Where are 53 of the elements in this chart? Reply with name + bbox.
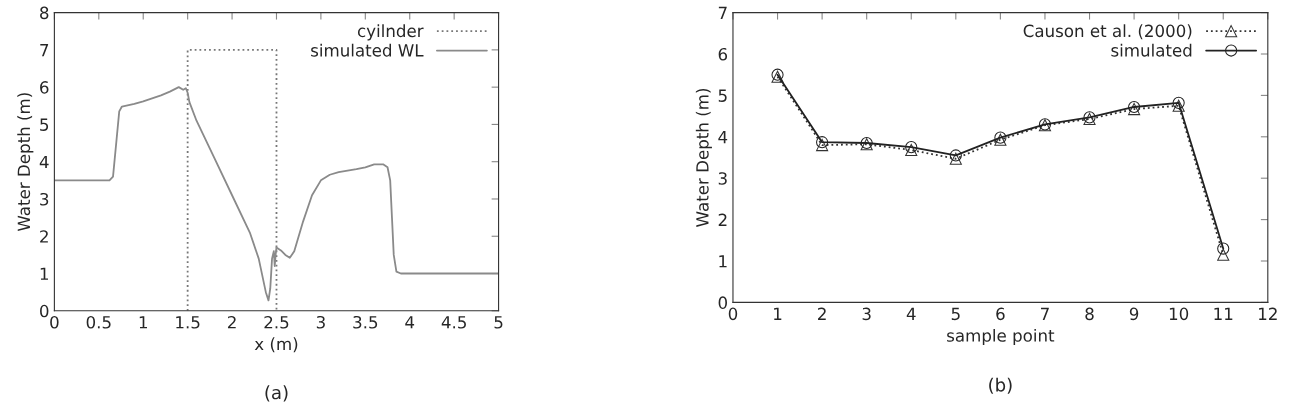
legend-label: simulated [1111,43,1192,57]
x-tick-label: 5 [494,316,503,329]
x-tick-label: 1 [139,316,147,329]
x-tick-label: 12 [1259,307,1277,320]
x-tick-label: 6 [996,307,1005,321]
x-tick-label: 0 [728,307,738,321]
x-tick-label: 11 [1214,307,1233,320]
x-tick-label: 3 [316,315,325,329]
y-tick-label: 6 [718,47,728,61]
x-tick-label: 1 [774,307,782,320]
y-tick-label: 1 [40,267,48,280]
x-axis-title: sample point [947,328,1055,346]
x-tick-label: 0.5 [86,315,111,329]
line-series [54,86,499,302]
legend-label: cyilnder [357,24,424,41]
x-tick-label: 2 [227,315,236,329]
x-tick-label: 5 [951,307,960,321]
y-tick-label: 4 [39,155,49,169]
y-axis-title: Water Depth (m) [17,93,34,232]
x-tick-label: 8 [1085,307,1094,321]
y-tick-label: 7 [718,6,727,19]
x-tick-label: 2 [818,307,826,320]
legend-label: Causon et al. (2000) [1023,24,1192,40]
y-tick-label: 2 [40,230,48,243]
y-tick-label: 8 [40,6,49,20]
x-tick-label: 7 [1041,307,1049,320]
y-tick-label: 1 [719,255,727,268]
x-tick-label: 3.5 [353,315,378,329]
x-tick-label: 9 [1129,307,1139,321]
text: (a) [265,385,288,402]
x-tick-label: 4.5 [441,316,466,329]
x-axis-title: x (m) [254,337,298,353]
y-tick-label: 5 [718,89,727,102]
y-tick-label: 0 [718,296,727,309]
x-tick-label: 4 [906,307,916,320]
x-tick-label: 1.5 [176,316,200,329]
x-tick-label: 4 [405,316,415,329]
x-tick-label: 2.5 [264,315,289,329]
y-tick-label: 6 [40,81,49,94]
point [1217,242,1230,255]
y-tick-label: 4 [718,130,728,144]
y-tick-label: 5 [40,118,49,131]
x-tick-label: 0 [50,315,59,329]
text: (b) [989,377,1012,394]
y-tick-label: 2 [718,213,727,226]
y-tick-label: 3 [718,172,727,185]
y-axis-title: Water Depth (m) [695,89,712,227]
x-tick-label: 10 [1169,307,1189,321]
x-tick-label: 3 [862,307,871,321]
legend-label: simulated WL [311,43,424,57]
y-tick-label: 7 [40,44,49,57]
point [1217,248,1230,261]
y-tick-label: 3 [40,192,49,206]
